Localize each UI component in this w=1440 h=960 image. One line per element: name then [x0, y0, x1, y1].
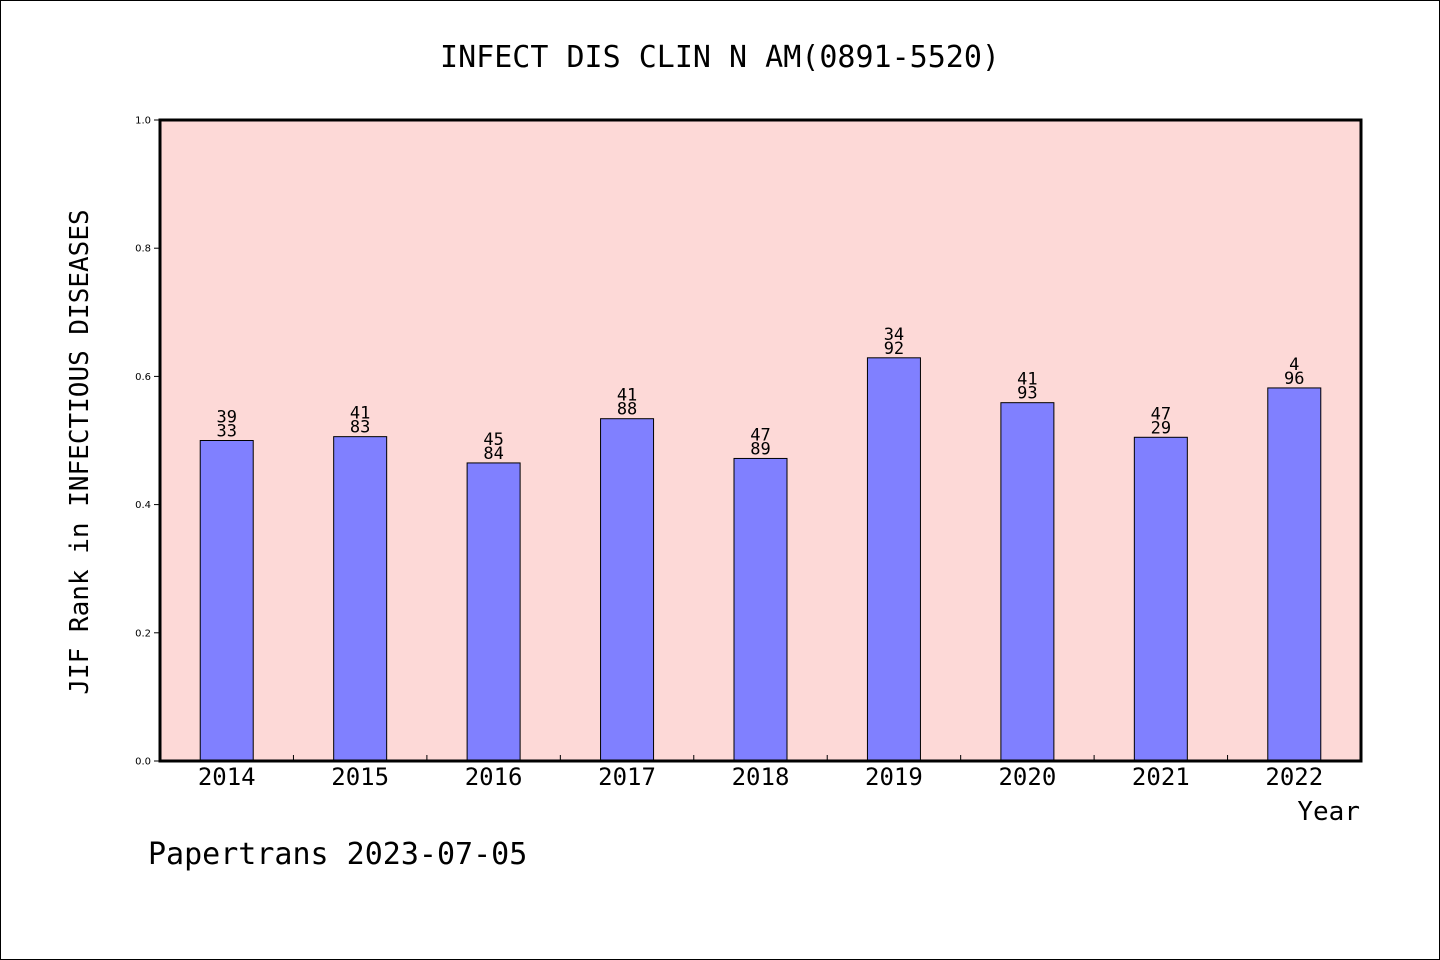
- x-tick-label-2018: 2018: [732, 763, 790, 791]
- y-tick-label: 0.8: [135, 244, 151, 255]
- bar-label-top-2021: 47: [1151, 404, 1171, 424]
- chart-title: INFECT DIS CLIN N AM(0891-5520): [440, 40, 1000, 75]
- x-ticks-group: 2014 2015 2016 2017 2018 2019 2020 2021 2022: [198, 755, 1323, 791]
- bar-label-bottom-2015: 83: [350, 418, 370, 438]
- bar-2015: [333, 436, 388, 762]
- bar-2017: [600, 418, 655, 762]
- x-tick-label-2022: 2022: [1265, 763, 1323, 791]
- bar-2022: [1267, 387, 1322, 762]
- bar-label-bottom-2016: 84: [483, 444, 503, 464]
- bar-label-bottom-2019: 92: [884, 339, 904, 359]
- y-tick-label: 0.0: [135, 757, 151, 768]
- x-tick-label-2019: 2019: [865, 763, 923, 791]
- bar-label-top-2018: 47: [750, 425, 770, 445]
- x-tick-label-2016: 2016: [465, 763, 523, 791]
- x-axis-label: Year: [1297, 797, 1360, 827]
- x-tick-label-2017: 2017: [598, 763, 656, 791]
- bar-2021: [1133, 436, 1188, 762]
- bar-label-bottom-2017: 88: [617, 400, 637, 420]
- bar-label-top-2017: 41: [617, 386, 637, 406]
- y-axis-label: JIF Rank in INFECTIOUS DISEASES: [65, 209, 95, 694]
- y-tick-label: 1.0: [135, 116, 151, 127]
- plot-border: [158, 118, 1363, 763]
- bar-label-bottom-2018: 89: [750, 439, 770, 459]
- bar-label-top-2020: 41: [1017, 370, 1037, 390]
- x-tick-label-2021: 2021: [1132, 763, 1190, 791]
- bar-label-bottom-2020: 93: [1017, 384, 1037, 404]
- bar-label-bottom-2021: 29: [1151, 418, 1171, 438]
- bar-2018: [733, 457, 788, 762]
- bar-label-top-2022: 4: [1289, 355, 1299, 375]
- bar-label-bottom-2022: 96: [1284, 369, 1304, 389]
- x-tick-label-2015: 2015: [331, 763, 389, 791]
- y-tick-label: 0.6: [135, 372, 151, 383]
- bar-label-top-2015: 41: [350, 404, 370, 424]
- bar-label-top-2014: 39: [216, 408, 236, 428]
- bar-2014: [199, 440, 254, 762]
- bar-2020: [1000, 402, 1055, 762]
- bar-2016: [466, 462, 521, 762]
- x-tick-label-2020: 2020: [998, 763, 1056, 791]
- bar-label-top-2016: 45: [483, 430, 503, 450]
- y-tick-label: 0.4: [135, 500, 151, 511]
- bar-label-bottom-2014: 33: [216, 422, 236, 442]
- bars-group: [199, 357, 1322, 762]
- y-tick-label: 0.2: [135, 628, 151, 639]
- x-tick-label-2014: 2014: [198, 763, 256, 791]
- footer-credit: Papertrans 2023-07-05: [148, 837, 527, 872]
- bar-2019: [866, 357, 921, 762]
- y-ticks-group: 0.0 0.2 0.4 0.6 0.8 1.0: [135, 116, 160, 768]
- bar-label-top-2019: 34: [884, 325, 904, 345]
